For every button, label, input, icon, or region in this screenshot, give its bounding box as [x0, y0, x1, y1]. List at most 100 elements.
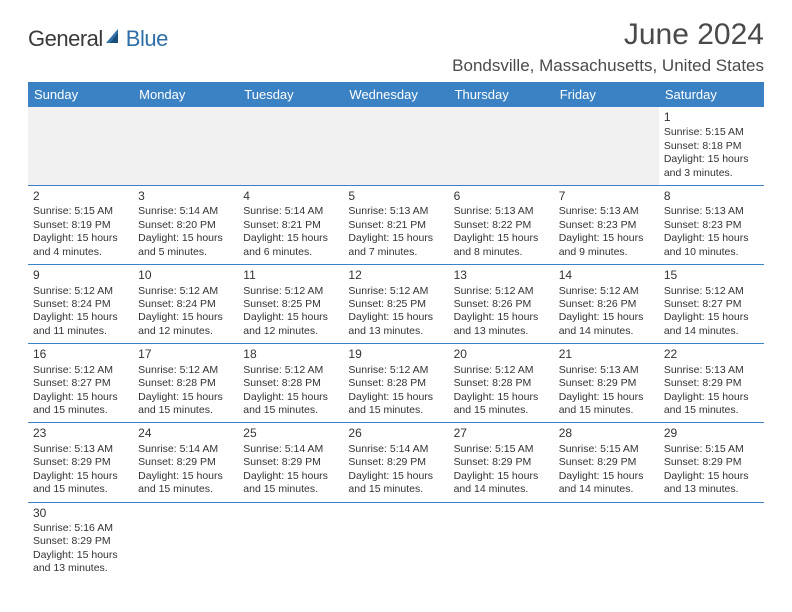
calendar-cell	[28, 107, 133, 186]
day-number: 7	[559, 189, 654, 204]
calendar-week: 9Sunrise: 5:12 AMSunset: 8:24 PMDaylight…	[28, 265, 764, 344]
daylight-line: Daylight: 15 hours and 9 minutes.	[559, 232, 654, 259]
logo: General Blue	[28, 26, 168, 52]
sunrise-line: Sunrise: 5:15 AM	[33, 205, 128, 218]
sunrise-line: Sunrise: 5:14 AM	[348, 443, 443, 456]
sunset-line: Sunset: 8:23 PM	[559, 219, 654, 232]
sunrise-line: Sunrise: 5:12 AM	[348, 364, 443, 377]
calendar-cell: 25Sunrise: 5:14 AMSunset: 8:29 PMDayligh…	[238, 423, 343, 502]
day-number: 30	[33, 506, 128, 521]
daylight-line: Daylight: 15 hours and 13 minutes.	[348, 311, 443, 338]
sunset-line: Sunset: 8:27 PM	[33, 377, 128, 390]
calendar-cell	[343, 502, 448, 581]
sunrise-line: Sunrise: 5:12 AM	[243, 285, 338, 298]
day-number: 28	[559, 426, 654, 441]
calendar-cell: 7Sunrise: 5:13 AMSunset: 8:23 PMDaylight…	[554, 186, 659, 265]
daylight-line: Daylight: 15 hours and 15 minutes.	[138, 470, 233, 497]
sunrise-line: Sunrise: 5:13 AM	[664, 364, 759, 377]
daylight-line: Daylight: 15 hours and 15 minutes.	[243, 470, 338, 497]
sunset-line: Sunset: 8:28 PM	[243, 377, 338, 390]
sunrise-line: Sunrise: 5:13 AM	[348, 205, 443, 218]
calendar-week: 23Sunrise: 5:13 AMSunset: 8:29 PMDayligh…	[28, 423, 764, 502]
daylight-line: Daylight: 15 hours and 14 minutes.	[559, 470, 654, 497]
calendar-cell: 26 Sunrise: 5:14 AMSunset: 8:29 PMDayligh…	[343, 423, 448, 502]
sunset-line: Sunset: 8:25 PM	[348, 298, 443, 311]
sunrise-line: Sunrise: 5:15 AM	[454, 443, 549, 456]
sunrise-line: Sunrise: 5:15 AM	[664, 126, 759, 139]
day-header-tue: Tuesday	[238, 82, 343, 107]
day-header-sat: Saturday	[659, 82, 764, 107]
day-number: 26	[348, 426, 443, 441]
calendar-cell: 11Sunrise: 5:12 AMSunset: 8:25 PMDayligh…	[238, 265, 343, 344]
day-number: 10	[138, 268, 233, 283]
calendar-cell: 27Sunrise: 5:15 AMSunset: 8:29 PMDayligh…	[449, 423, 554, 502]
daylight-line: Daylight: 15 hours and 15 minutes.	[559, 391, 654, 418]
day-header-sun: Sunday	[28, 82, 133, 107]
sunset-line: Sunset: 8:26 PM	[559, 298, 654, 311]
sunset-line: Sunset: 8:26 PM	[454, 298, 549, 311]
calendar-cell: 20Sunrise: 5:12 AMSunset: 8:28 PMDayligh…	[449, 344, 554, 423]
daylight-line: Daylight: 15 hours and 14 minutes.	[454, 470, 549, 497]
sunset-line: Sunset: 8:29 PM	[348, 456, 443, 469]
calendar-cell	[133, 107, 238, 186]
calendar-week: 1Sunrise: 5:15 AMSunset: 8:18 PMDaylight…	[28, 107, 764, 186]
sunrise-line: Sunrise: 5:13 AM	[454, 205, 549, 218]
calendar-week: 2Sunrise: 5:15 AMSunset: 8:19 PMDaylight…	[28, 186, 764, 265]
calendar-cell: 24Sunrise: 5:14 AMSunset: 8:29 PMDayligh…	[133, 423, 238, 502]
sunset-line: Sunset: 8:21 PM	[243, 219, 338, 232]
day-number: 12	[348, 268, 443, 283]
day-number: 16	[33, 347, 128, 362]
day-number: 24	[138, 426, 233, 441]
calendar-cell	[449, 502, 554, 581]
calendar-cell	[659, 502, 764, 581]
day-number: 8	[664, 189, 759, 204]
day-number: 18	[243, 347, 338, 362]
day-number: 11	[243, 268, 338, 283]
sunrise-line: Sunrise: 5:13 AM	[33, 443, 128, 456]
sunrise-line: Sunrise: 5:14 AM	[243, 205, 338, 218]
day-number: 27	[454, 426, 549, 441]
daylight-line: Daylight: 15 hours and 13 minutes.	[664, 470, 759, 497]
calendar-cell: 12Sunrise: 5:12 AMSunset: 8:25 PMDayligh…	[343, 265, 448, 344]
calendar-table: Sunday Monday Tuesday Wednesday Thursday…	[28, 82, 764, 581]
daylight-line: Daylight: 15 hours and 3 minutes.	[664, 153, 759, 180]
day-number: 5	[348, 189, 443, 204]
daylight-line: Daylight: 15 hours and 15 minutes.	[348, 470, 443, 497]
month-title: June 2024	[452, 18, 764, 52]
sunset-line: Sunset: 8:28 PM	[348, 377, 443, 390]
calendar-cell: 19Sunrise: 5:12 AMSunset: 8:28 PMDayligh…	[343, 344, 448, 423]
sunrise-line: Sunrise: 5:12 AM	[138, 285, 233, 298]
calendar-cell: 5Sunrise: 5:13 AMSunset: 8:21 PMDaylight…	[343, 186, 448, 265]
calendar-page: General Blue June 2024 Bondsville, Massa…	[0, 0, 792, 581]
sunrise-line: Sunrise: 5:16 AM	[33, 522, 128, 535]
sunrise-line: Sunrise: 5:14 AM	[138, 443, 233, 456]
sunset-line: Sunset: 8:29 PM	[559, 456, 654, 469]
calendar-cell	[238, 107, 343, 186]
day-number: 3	[138, 189, 233, 204]
day-number: 2	[33, 189, 128, 204]
sunset-line: Sunset: 8:22 PM	[454, 219, 549, 232]
day-number: 21	[559, 347, 654, 362]
calendar-cell: 18Sunrise: 5:12 AMSunset: 8:28 PMDayligh…	[238, 344, 343, 423]
calendar-cell: 2Sunrise: 5:15 AMSunset: 8:19 PMDaylight…	[28, 186, 133, 265]
sunrise-line: Sunrise: 5:12 AM	[454, 285, 549, 298]
day-number: 17	[138, 347, 233, 362]
day-header-wed: Wednesday	[343, 82, 448, 107]
sunset-line: Sunset: 8:23 PM	[664, 219, 759, 232]
calendar-cell: 14Sunrise: 5:12 AMSunset: 8:26 PMDayligh…	[554, 265, 659, 344]
sunset-line: Sunset: 8:20 PM	[138, 219, 233, 232]
calendar-cell	[449, 107, 554, 186]
day-header-mon: Monday	[133, 82, 238, 107]
calendar-cell	[343, 107, 448, 186]
daylight-line: Daylight: 15 hours and 15 minutes.	[243, 391, 338, 418]
daylight-line: Daylight: 15 hours and 15 minutes.	[454, 391, 549, 418]
sunset-line: Sunset: 8:25 PM	[243, 298, 338, 311]
sunrise-line: Sunrise: 5:12 AM	[33, 285, 128, 298]
calendar-cell: 4Sunrise: 5:14 AMSunset: 8:21 PMDaylight…	[238, 186, 343, 265]
day-number: 15	[664, 268, 759, 283]
daylight-line: Daylight: 15 hours and 13 minutes.	[33, 549, 128, 576]
daylight-line: Daylight: 15 hours and 12 minutes.	[138, 311, 233, 338]
day-number: 1	[664, 110, 759, 125]
sunset-line: Sunset: 8:24 PM	[138, 298, 233, 311]
day-number: 25	[243, 426, 338, 441]
